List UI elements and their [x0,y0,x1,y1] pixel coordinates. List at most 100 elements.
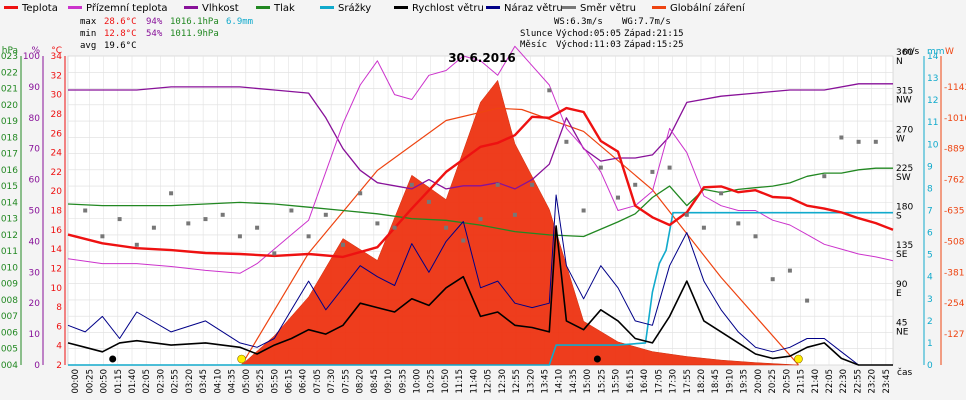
smer-vetru-point [83,208,88,213]
hpa-tick: 1016 [0,166,18,176]
x-tick: 06:40 [299,369,309,394]
x-tick: 15:25 [597,369,607,394]
smer-vetru-point [598,165,603,170]
stats-temp: 19.6°C [104,41,137,51]
globalni-zareni-area [241,79,799,366]
smer-vetru-point [220,212,225,217]
stats-press: 1011.9hPa [170,29,219,39]
x-tick: 10:00 [412,369,422,394]
smer-vetru-point [169,191,174,196]
legend-label: Přízemní teplota [86,2,168,14]
legend-label: Rychlost větru [412,2,484,14]
x-tick: 09:10 [384,369,394,394]
pct-tick: 40 [29,237,41,247]
smer-vetru-point [375,221,380,226]
smer-vetru-point [117,217,122,222]
x-tick: 15:00 [583,369,593,394]
smer-vetru-point [444,225,449,230]
x-tick: 02:30 [156,369,166,394]
temp-tick: 30 [51,91,63,101]
x-tick: 11:40 [469,369,479,394]
x-tick: 20:50 [782,369,792,394]
x-tick: 16:40 [640,369,650,394]
x-tick: 18:20 [697,369,707,394]
deg-dir: SE [896,250,908,260]
hpa-tick: 1021 [0,85,18,95]
info-moonrise: Východ:11:03 [556,40,621,50]
x-tick: 03:45 [199,369,209,394]
pct-tick: 100 [23,52,40,62]
x-tick: 22:30 [839,369,849,394]
deg-dir: NE [896,327,909,337]
smer-vetru-point [805,298,810,303]
x-tick: 16:15 [626,369,636,394]
smer-vetru-point [255,225,260,230]
temp-tick: 12 [51,264,62,274]
smer-vetru-point [650,169,655,174]
x-tick: 17:05 [654,369,664,394]
stats-label: min [80,29,96,39]
x-axis-label: čas [897,367,912,378]
smer-vetru-point [856,139,861,144]
temp-tick: 28 [51,110,63,120]
info-sunset: Západ:21:15 [624,29,684,39]
mm-tick: 4 [927,273,933,283]
x-tick: 18:45 [711,369,721,394]
smer-vetru-point [100,234,105,239]
prizemni-teplota-line [67,45,894,274]
hpa-tick: 1017 [0,150,18,160]
deg-tick: 180 [896,203,913,213]
x-tick: 10:50 [441,369,451,394]
w-tick: -762 [944,176,964,186]
deg-tick: 225 [896,164,913,174]
smer-vetru-point [873,139,878,144]
x-tick: 09:35 [398,369,408,394]
temp-tick: 26 [51,129,63,139]
x-tick: 00:50 [100,369,110,394]
hpa-tick: 1023 [0,52,18,62]
x-tick: 08:20 [356,369,366,394]
legend-label: Srážky [338,2,371,14]
x-tick: 05:00 [242,369,252,394]
smer-vetru-point [341,242,345,247]
temp-tick: 10 [51,284,63,294]
smer-vetru-point [512,212,517,217]
pct-tick: 60 [29,176,41,186]
mm-tick: 0 [927,361,933,371]
temp-unit: °C [51,46,62,56]
hpa-tick: 1006 [0,328,18,338]
w-tick: -508 [944,237,965,247]
axes-group: 1004100510061007100810091010101110121013… [0,46,966,394]
x-tick: 07:55 [341,369,351,394]
legend-label: Tlak [273,3,295,14]
smer-vetru-point [667,165,672,170]
x-tick: 22:05 [825,369,835,394]
deg-dir: N [896,57,903,67]
legend-label: Směr větru [580,2,636,14]
w-tick: -1016 [944,114,966,124]
smer-vetru-point [495,182,500,187]
mm-tick: 2 [927,317,933,327]
hpa-tick: 1013 [0,215,18,225]
smer-vetru-point [719,191,724,196]
x-tick: 07:30 [327,369,337,394]
x-tick: 04:35 [228,369,238,394]
smer-vetru-point [530,182,535,187]
ms-unit: m/s [903,47,920,57]
x-tick: 12:30 [498,369,508,394]
deg-tick: 45 [896,318,907,328]
smer-vetru-point [478,217,483,222]
w-tick: -635 [944,207,964,217]
smer-vetru-point [787,268,792,273]
x-tick: 20:25 [768,369,778,394]
legend-label: Náraz větru [504,2,563,14]
x-tick: 11:15 [455,369,465,394]
x-tick: 05:25 [256,369,266,394]
info-sunrise: Východ:05:05 [556,29,621,39]
mm-tick: 3 [927,295,933,305]
legend-swatch [652,6,666,9]
